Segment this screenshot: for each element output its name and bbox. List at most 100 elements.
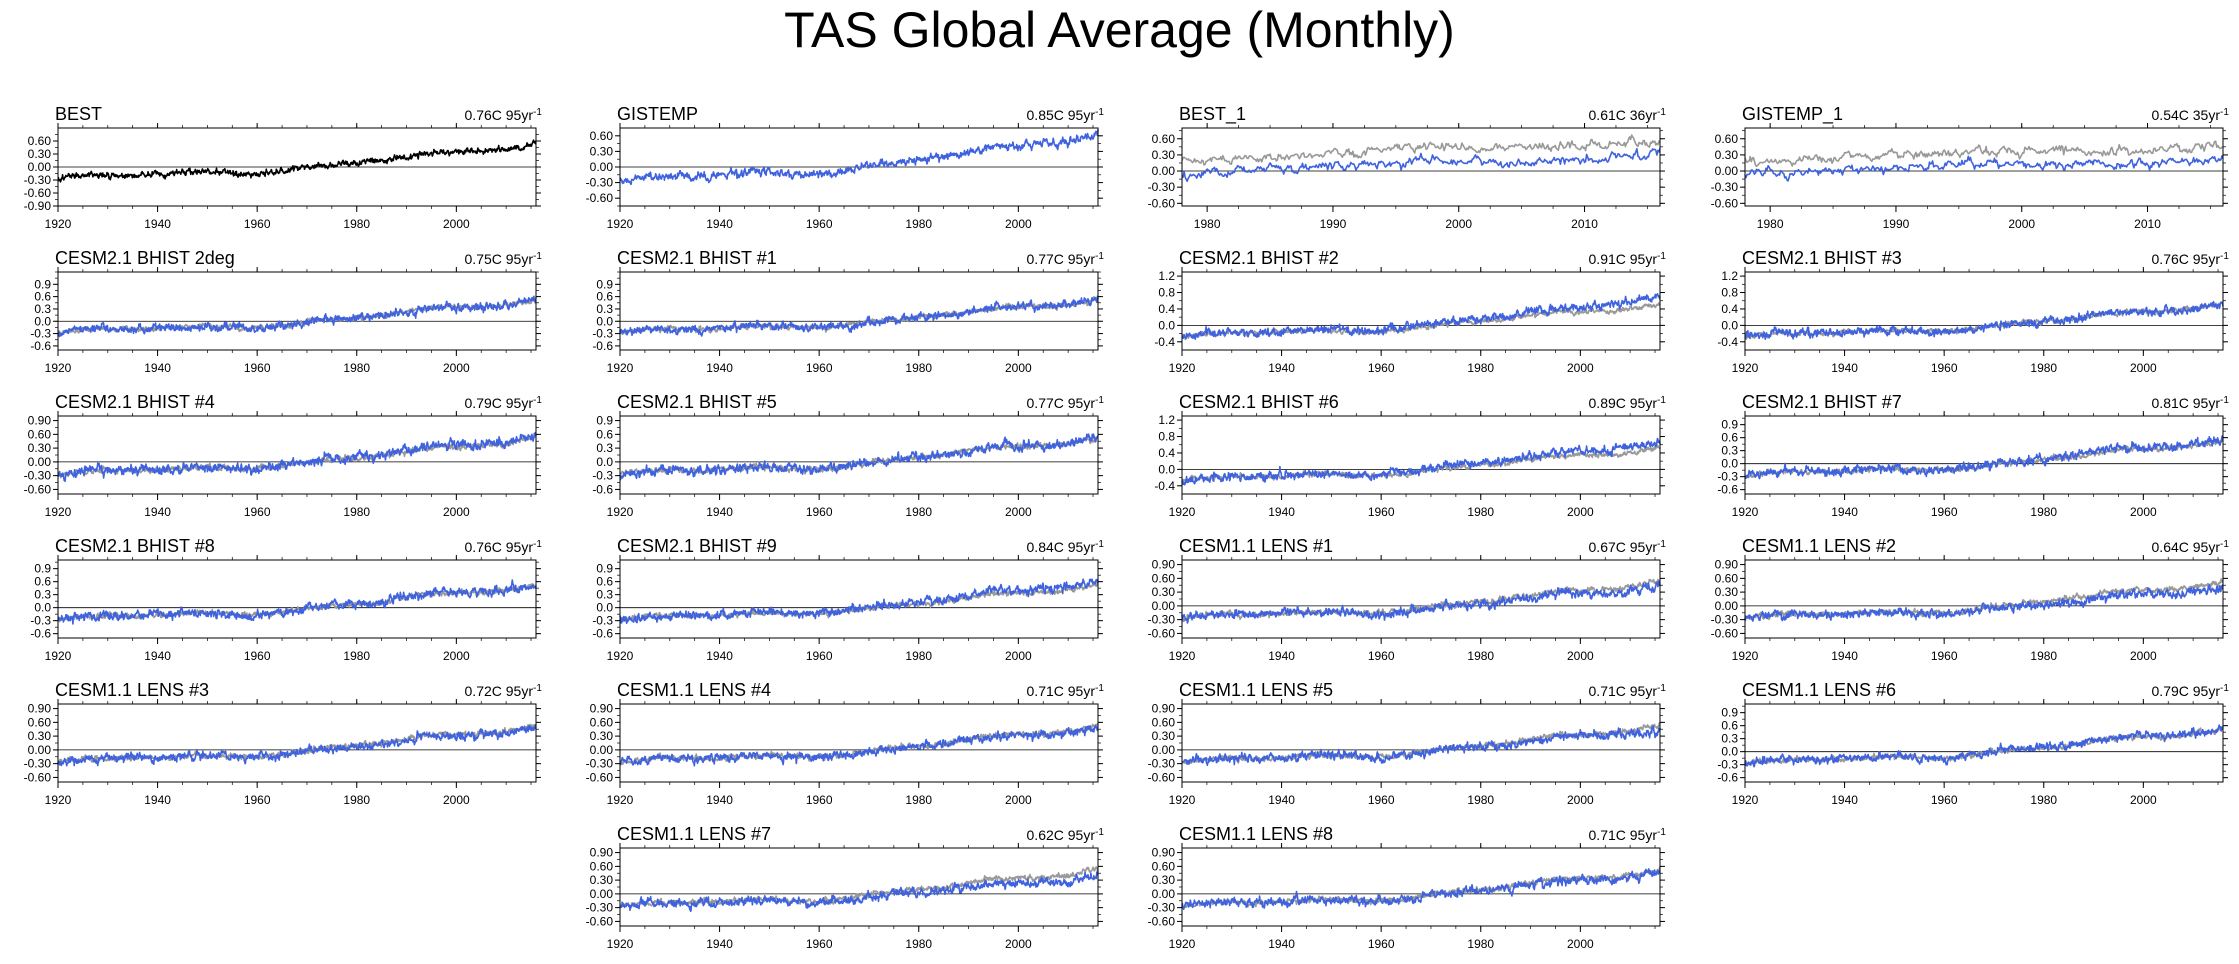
y-tick-label: 0.60 — [1715, 571, 1739, 585]
y-tick-label: 0.90 — [1152, 846, 1176, 860]
x-tick-label: 1980 — [905, 217, 932, 231]
series-line-cesm2-1-bhist-6 — [1181, 437, 1661, 486]
x-tick-label: 2000 — [1005, 793, 1032, 807]
series-line-best — [57, 139, 537, 183]
x-tick-label: 2000 — [443, 505, 470, 519]
y-tick-label: 0.90 — [590, 846, 614, 860]
y-tick-label: -0.6 — [592, 339, 613, 353]
trend-label: 0.71C 95yr — [1589, 827, 1658, 843]
y-tick-label: 0.6 — [596, 290, 613, 304]
series-line-best — [57, 583, 537, 623]
y-tick-label: 0.90 — [1152, 558, 1176, 572]
y-tick-label: -0.6 — [592, 627, 613, 641]
x-tick-label: 1940 — [1831, 649, 1858, 663]
trend-unit: -1 — [2220, 395, 2229, 406]
series-line-cesm1-1-lens-8 — [1181, 868, 1661, 910]
x-tick-label: 2000 — [443, 217, 470, 231]
x-tick-label: 1980 — [343, 793, 370, 807]
x-tick-label: 1960 — [1931, 361, 1958, 375]
x-tick-label: 1920 — [45, 361, 72, 375]
trend-label: 0.79C 95yr — [465, 395, 534, 411]
x-tick-label: 1980 — [1757, 217, 1784, 231]
plot-frame — [619, 271, 1099, 351]
series-line-best-1 — [1181, 147, 1661, 182]
y-tick-label: 0.60 — [28, 427, 52, 441]
series-line-cesm2-1-bhist-4 — [57, 431, 537, 483]
x-tick-label: 1940 — [1268, 937, 1295, 951]
trend-unit: -1 — [1095, 107, 1104, 118]
y-tick-label: 0.6 — [34, 290, 51, 304]
y-tick-label: -0.30 — [24, 757, 52, 771]
panel-title: CESM1.1 LENS #3 — [55, 680, 209, 700]
panel-title: CESM1.1 LENS #8 — [1179, 824, 1333, 844]
y-tick-label: 0.30 — [1715, 585, 1739, 599]
trend-unit: -1 — [533, 395, 542, 406]
y-tick-label: 0.3 — [34, 588, 51, 602]
y-tick-label: -0.60 — [24, 770, 52, 784]
series-line-gistemp — [619, 129, 1099, 185]
x-tick-label: 1960 — [806, 937, 833, 951]
x-tick-label: 1920 — [607, 793, 634, 807]
panel-title: CESM1.1 LENS #2 — [1742, 536, 1896, 556]
series-line-cesm2-1-bhist-1 — [619, 295, 1099, 337]
panel-cesm2-1-bhist-4: CESM2.1 BHIST #4 0.79C 95yr -1-0.60-0.300.… — [24, 392, 543, 519]
plot-frame — [1181, 559, 1661, 639]
trend-unit: -1 — [1657, 107, 1666, 118]
trend-label: 0.71C 95yr — [1589, 683, 1658, 699]
y-tick-label: -0.30 — [24, 469, 52, 483]
x-tick-label: 1960 — [244, 649, 271, 663]
plot-frame — [1181, 847, 1661, 927]
trend-label: 0.77C 95yr — [1027, 251, 1096, 267]
x-tick-label: 2000 — [1005, 217, 1032, 231]
trend-label: 0.67C 95yr — [1589, 539, 1658, 555]
y-tick-label: 0.00 — [1152, 887, 1176, 901]
y-tick-label: 0.9 — [34, 562, 51, 576]
trend-label: 0.71C 95yr — [1027, 683, 1096, 699]
series-line-best — [1744, 578, 2224, 621]
y-tick-label: 0.9 — [1721, 418, 1738, 432]
x-tick-label: 1960 — [1931, 505, 1958, 519]
x-tick-label: 2010 — [1571, 217, 1598, 231]
y-tick-label: -0.3 — [1717, 470, 1738, 484]
y-tick-label: 0.30 — [1715, 148, 1739, 162]
x-tick-label: 1980 — [2030, 793, 2057, 807]
panel-gistemp: GISTEMP 0.85C 95yr -1 -0.60-0.30 0.00 0.300.6… — [586, 104, 1105, 231]
y-tick-label: 0.00 — [1152, 164, 1176, 178]
x-tick-label: 1980 — [343, 361, 370, 375]
series-line-best — [1181, 721, 1661, 766]
trend-label: 0.76C 95yr — [2152, 251, 2221, 267]
y-tick-label: -0.60 — [24, 186, 52, 200]
x-tick-label: 2000 — [1005, 937, 1032, 951]
panel-best-1: BEST_1 0.61C 36yr -1 -0.60 -0.30 0.00 0.30 0.60… — [1148, 104, 1667, 231]
x-tick-label: 1920 — [1732, 793, 1759, 807]
y-tick-label: -0.3 — [592, 469, 613, 483]
trend-unit: -1 — [1657, 251, 1666, 262]
y-tick-label: -0.30 — [586, 176, 614, 190]
panel-cesm2-1-bhist-7: CESM2.1 BHIST #7 0.81C 95yr -1-0.6-0.30.00… — [1717, 392, 2229, 519]
y-tick-label: -0.4 — [1154, 335, 1175, 349]
y-tick-label: -0.3 — [592, 614, 613, 628]
x-tick-label: 1960 — [1368, 937, 1395, 951]
y-tick-label: 0.0 — [596, 601, 613, 615]
trend-unit: -1 — [1095, 683, 1104, 694]
x-tick-label: 1920 — [45, 505, 72, 519]
y-tick-label: -0.60 — [586, 770, 614, 784]
series-line-cesm1-1-lens-1 — [1181, 580, 1661, 624]
panel-cesm2-1-bhist-9: CESM2.1 BHIST #9 0.84C 95yr -1-0.6-0.30.00… — [592, 536, 1104, 663]
x-tick-label: 1990 — [1883, 217, 1910, 231]
y-tick-label: 0.6 — [596, 575, 613, 589]
x-tick-label: 1960 — [806, 361, 833, 375]
panel-gistemp-1: GISTEMP_1 0.54C 35yr -1 -0.60 -0.30 0.00 0.30 0… — [1711, 104, 2230, 231]
x-tick-label: 1940 — [1268, 649, 1295, 663]
panel-cesm1-1-lens-7: CESM1.1 LENS #7 0.62C 95yr -1 -0.60-0.300.0… — [586, 824, 1105, 951]
y-tick-label: 0.60 — [1715, 132, 1739, 146]
x-tick-label: 1980 — [2030, 361, 2057, 375]
y-tick-label: 0.9 — [596, 414, 613, 428]
plot-frame — [619, 415, 1099, 495]
y-tick-label: 0.6 — [1721, 431, 1738, 445]
y-tick-label: 0.00 — [28, 160, 52, 174]
x-tick-label: 1980 — [343, 649, 370, 663]
trend-label: 0.77C 95yr — [1027, 395, 1096, 411]
y-tick-label: 0.00 — [1152, 743, 1176, 757]
y-tick-label: 0.8 — [1721, 286, 1738, 300]
